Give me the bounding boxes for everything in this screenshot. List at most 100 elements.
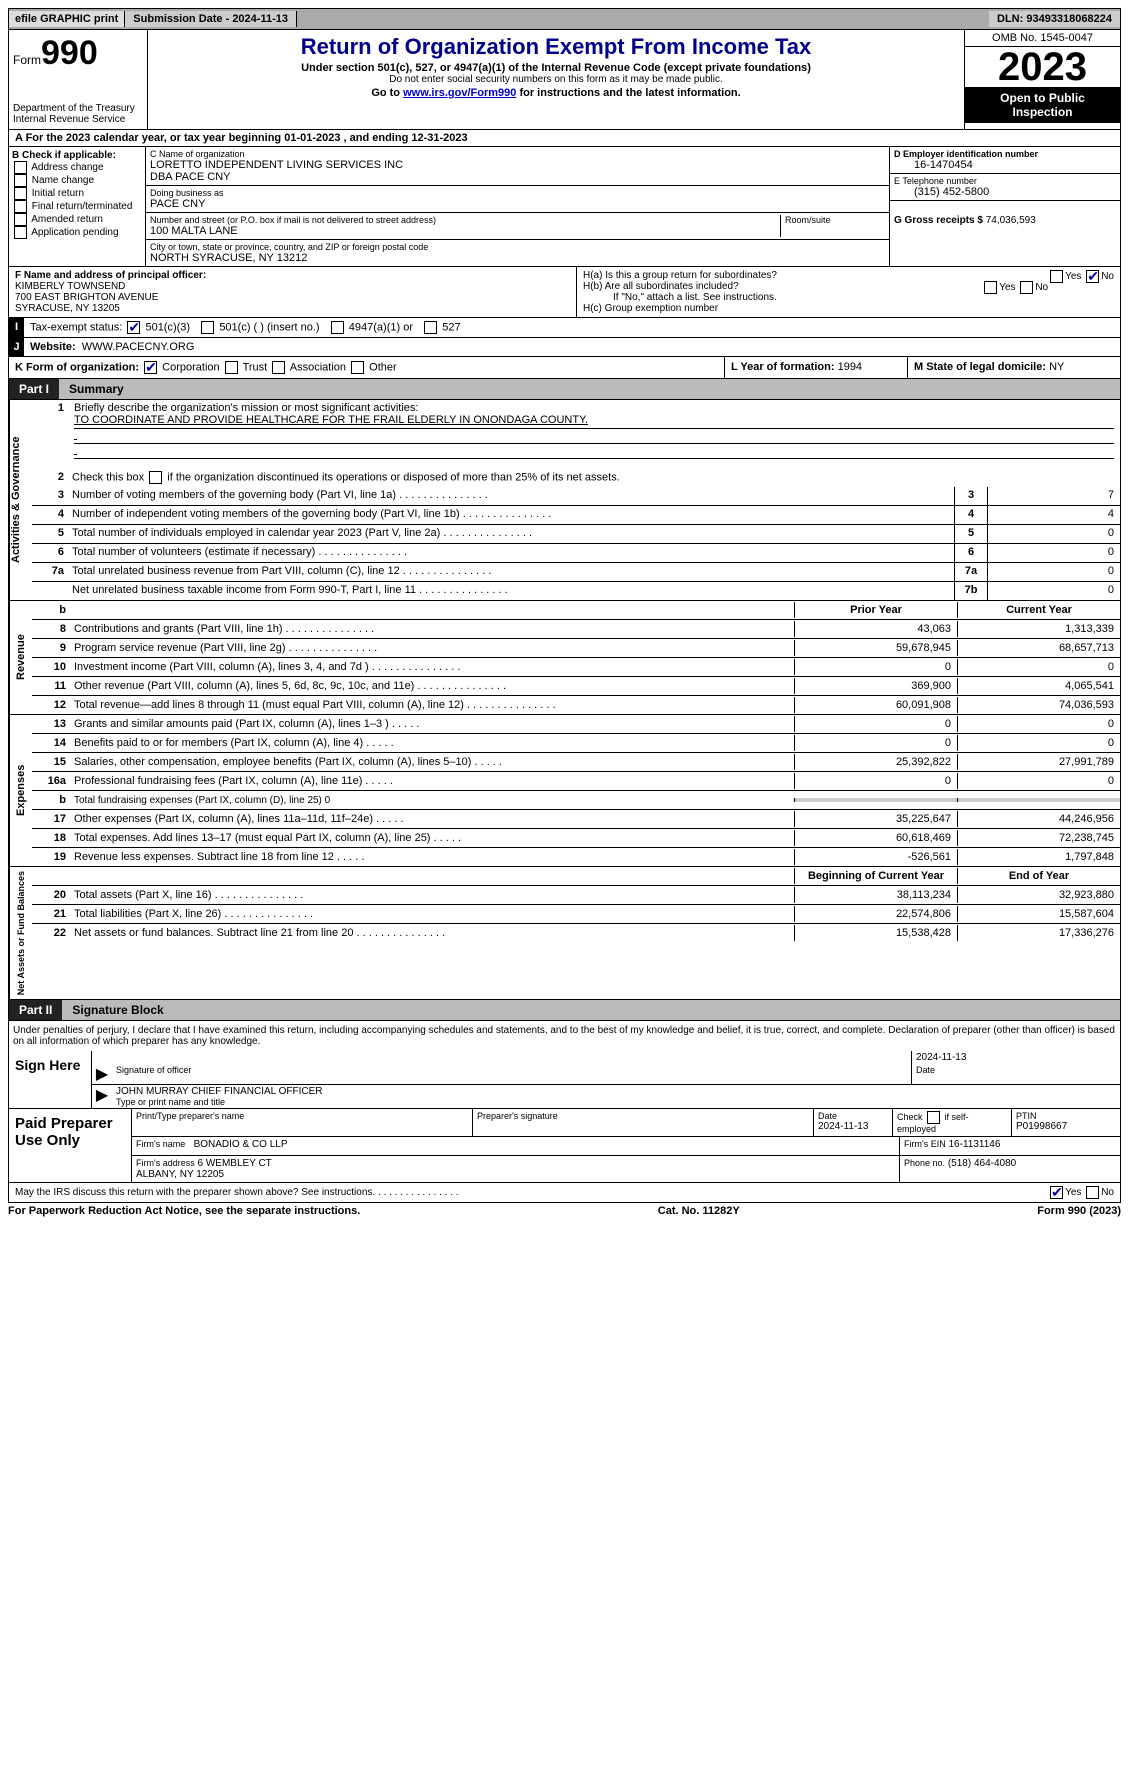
tab-governance: Activities & Governance — [9, 400, 32, 600]
revenue-section: Revenue bPrior YearCurrent Year 8Contrib… — [8, 601, 1121, 715]
chk-name-change[interactable]: Name change — [12, 174, 142, 187]
firm-ein: 16-1131146 — [949, 1139, 1001, 1150]
mission-statement: TO COORDINATE AND PROVIDE HEALTHCARE FOR… — [74, 414, 1114, 429]
form-number: Form990 — [13, 34, 143, 73]
section-d-g: D Employer identification number 16-1470… — [889, 147, 1120, 266]
row-j: J Website: WWW.PACECNY.ORG — [8, 338, 1121, 357]
form-header: Form990 Department of the Treasury Inter… — [8, 30, 1121, 130]
year-formation: 1994 — [838, 361, 862, 373]
open-inspection: Open to Public Inspection — [965, 87, 1120, 123]
chk-app-pending[interactable]: Application pending — [12, 226, 142, 239]
h-b-no[interactable] — [1020, 281, 1033, 294]
ptin: P01998667 — [1016, 1121, 1067, 1132]
principal-officer: KIMBERLY TOWNSEND 700 EAST BRIGHTON AVEN… — [15, 281, 570, 314]
row-i: I Tax-exempt status: 501(c)(3) 501(c) ( … — [8, 318, 1121, 338]
part-1-header: Part I Summary — [8, 379, 1121, 400]
table-row: bTotal fundraising expenses (Part IX, co… — [32, 791, 1120, 810]
h-a-no[interactable] — [1086, 270, 1099, 283]
chk-corp[interactable] — [144, 361, 157, 374]
tab-revenue: Revenue — [9, 601, 32, 714]
arrow-icon: ▶ — [92, 1064, 112, 1084]
dept-treasury: Department of the Treasury Internal Reve… — [13, 103, 143, 125]
table-row: 12Total revenue—add lines 8 through 11 (… — [32, 696, 1120, 714]
part-2-header: Part II Signature Block — [8, 1000, 1121, 1021]
chk-address-change[interactable]: Address change — [12, 161, 142, 174]
table-row: 19Revenue less expenses. Subtract line 1… — [32, 848, 1120, 866]
efile-print-button[interactable]: efile GRAPHIC print — [9, 11, 125, 27]
section-c: C Name of organization LORETTO INDEPENDE… — [146, 147, 889, 266]
form-subtitle: Under section 501(c), 527, or 4947(a)(1)… — [152, 62, 960, 74]
chk-initial-return[interactable]: Initial return — [12, 187, 142, 200]
row-a-tax-year: A For the 2023 calendar year, or tax yea… — [8, 130, 1121, 147]
table-row: 9Program service revenue (Part VIII, lin… — [32, 639, 1120, 658]
v-line3: 7 — [987, 487, 1120, 505]
chk-4947[interactable] — [331, 321, 344, 334]
chk-501c3[interactable] — [127, 321, 140, 334]
table-row: 18Total expenses. Add lines 13–17 (must … — [32, 829, 1120, 848]
table-row: 22Net assets or fund balances. Subtract … — [32, 924, 1120, 942]
street-address: 100 MALTA LANE — [150, 225, 776, 237]
city-state-zip: NORTH SYRACUSE, NY 13212 — [150, 252, 885, 264]
chk-assoc[interactable] — [272, 361, 285, 374]
discuss-no[interactable] — [1086, 1186, 1099, 1199]
v-line7b: 0 — [987, 582, 1120, 600]
identity-grid: B Check if applicable: Address change Na… — [8, 147, 1121, 267]
v-line7a: 0 — [987, 563, 1120, 581]
tax-year: 2023 — [965, 47, 1120, 87]
table-row: 8Contributions and grants (Part VIII, li… — [32, 620, 1120, 639]
h-b-yes[interactable] — [984, 281, 997, 294]
firm-name: BONADIO & CO LLP — [194, 1139, 288, 1150]
v-line5: 0 — [987, 525, 1120, 543]
row-f-h: F Name and address of principal officer:… — [8, 267, 1121, 318]
table-row: 16aProfessional fundraising fees (Part I… — [32, 772, 1120, 791]
expenses-section: Expenses 13Grants and similar amounts pa… — [8, 715, 1121, 867]
governance-section: Activities & Governance 1 Briefly descri… — [8, 400, 1121, 601]
h-a-yes[interactable] — [1050, 270, 1063, 283]
v-line6: 0 — [987, 544, 1120, 562]
table-row: 20Total assets (Part X, line 16)38,113,2… — [32, 886, 1120, 905]
website: WWW.PACECNY.ORG — [82, 341, 195, 353]
chk-501c[interactable] — [201, 321, 214, 334]
table-row: 17Other expenses (Part IX, column (A), l… — [32, 810, 1120, 829]
officer-name: JOHN MURRAY CHIEF FINANCIAL OFFICER — [116, 1086, 1116, 1097]
v-line4: 4 — [987, 506, 1120, 524]
dba: PACE CNY — [150, 198, 885, 210]
chk-other[interactable] — [351, 361, 364, 374]
section-b: B Check if applicable: Address change Na… — [9, 147, 146, 266]
chk-final-return[interactable]: Final return/terminated — [12, 200, 142, 213]
table-row: 15Salaries, other compensation, employee… — [32, 753, 1120, 772]
gross-receipts: 74,036,593 — [986, 215, 1036, 226]
tab-net-assets: Net Assets or Fund Balances — [9, 867, 32, 999]
form-title: Return of Organization Exempt From Incom… — [152, 34, 960, 60]
chk-527[interactable] — [424, 321, 437, 334]
irs-link[interactable]: www.irs.gov/Form990 — [403, 87, 516, 99]
table-row: 14Benefits paid to or for members (Part … — [32, 734, 1120, 753]
chk-trust[interactable] — [225, 361, 238, 374]
state-domicile: NY — [1049, 361, 1064, 373]
chk-discontinued[interactable] — [149, 471, 162, 484]
table-row: 13Grants and similar amounts paid (Part … — [32, 715, 1120, 734]
dln: DLN: 93493318068224 — [989, 11, 1120, 27]
org-name: LORETTO INDEPENDENT LIVING SERVICES INC … — [150, 159, 885, 183]
page-footer: For Paperwork Reduction Act Notice, see … — [8, 1205, 1121, 1217]
chk-amended[interactable]: Amended return — [12, 213, 142, 226]
sign-here-block: Sign Here 2024-11-13 ▶Signature of offic… — [8, 1051, 1121, 1109]
row-klm: K Form of organization: Corporation Trus… — [8, 357, 1121, 379]
chk-self-employed[interactable] — [927, 1111, 940, 1124]
ein: 16-1470454 — [894, 159, 1116, 171]
discuss-yes[interactable] — [1050, 1186, 1063, 1199]
table-row: 21Total liabilities (Part X, line 26)22,… — [32, 905, 1120, 924]
table-row: 10Investment income (Part VIII, column (… — [32, 658, 1120, 677]
efile-topbar: efile GRAPHIC print Submission Date - 20… — [8, 8, 1121, 30]
paid-preparer-block: Paid Preparer Use Only Print/Type prepar… — [8, 1109, 1121, 1183]
telephone: (315) 452-5800 — [894, 186, 1116, 198]
discuss-row: May the IRS discuss this return with the… — [8, 1183, 1121, 1203]
net-assets-section: Net Assets or Fund Balances Beginning of… — [8, 867, 1121, 1000]
submission-date: Submission Date - 2024-11-13 — [125, 11, 297, 27]
instructions-link-line: Go to www.irs.gov/Form990 for instructio… — [152, 87, 960, 99]
ssn-warning: Do not enter social security numbers on … — [152, 74, 960, 85]
firm-phone: (518) 464-4080 — [948, 1158, 1016, 1169]
table-row: 11Other revenue (Part VIII, column (A), … — [32, 677, 1120, 696]
tab-expenses: Expenses — [9, 715, 32, 866]
penalties-text: Under penalties of perjury, I declare th… — [8, 1021, 1121, 1051]
